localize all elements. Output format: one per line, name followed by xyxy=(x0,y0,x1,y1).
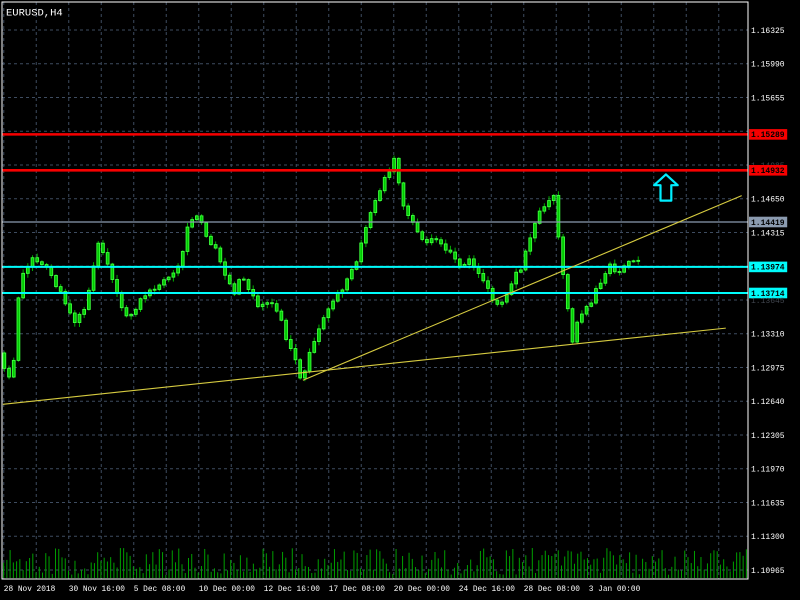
svg-text:24 Dec 16:00: 24 Dec 16:00 xyxy=(459,586,515,594)
svg-text:1.12975: 1.12975 xyxy=(751,364,785,373)
svg-text:28 Dec 08:00: 28 Dec 08:00 xyxy=(524,586,580,594)
svg-text:1.13974: 1.13974 xyxy=(751,264,785,273)
svg-text:1.14315: 1.14315 xyxy=(751,229,785,238)
svg-text:12 Dec 16:00: 12 Dec 16:00 xyxy=(264,586,320,594)
svg-text:1.13645: 1.13645 xyxy=(751,297,785,306)
svg-text:1.11635: 1.11635 xyxy=(751,499,785,508)
svg-text:1.13310: 1.13310 xyxy=(751,331,785,340)
svg-text:10 Dec 00:00: 10 Dec 00:00 xyxy=(199,586,255,594)
svg-text:1.15655: 1.15655 xyxy=(751,94,785,103)
svg-text:28 Nov 2018: 28 Nov 2018 xyxy=(4,586,56,594)
svg-text:5 Dec 08:00: 5 Dec 08:00 xyxy=(134,586,186,594)
svg-text:1.14932: 1.14932 xyxy=(751,167,785,176)
svg-text:1.12640: 1.12640 xyxy=(751,398,785,407)
svg-text:1.15990: 1.15990 xyxy=(751,61,785,70)
svg-text:20 Dec 00:00: 20 Dec 00:00 xyxy=(394,586,450,594)
svg-text:1.15289: 1.15289 xyxy=(751,131,785,140)
svg-text:1.11970: 1.11970 xyxy=(751,466,785,475)
svg-text:1.11300: 1.11300 xyxy=(751,533,785,542)
svg-text:3 Jan 00:00: 3 Jan 00:00 xyxy=(589,586,641,594)
svg-text:1.10965: 1.10965 xyxy=(751,567,785,576)
svg-text:1.16325: 1.16325 xyxy=(751,27,785,36)
svg-text:EURUSD,H4: EURUSD,H4 xyxy=(6,8,63,20)
svg-text:30 Nov 16:00: 30 Nov 16:00 xyxy=(69,586,125,594)
svg-text:1.14650: 1.14650 xyxy=(751,196,785,205)
svg-text:1.12305: 1.12305 xyxy=(751,432,785,441)
svg-text:17 Dec 08:00: 17 Dec 08:00 xyxy=(329,586,385,594)
svg-text:1.14419: 1.14419 xyxy=(751,219,785,228)
